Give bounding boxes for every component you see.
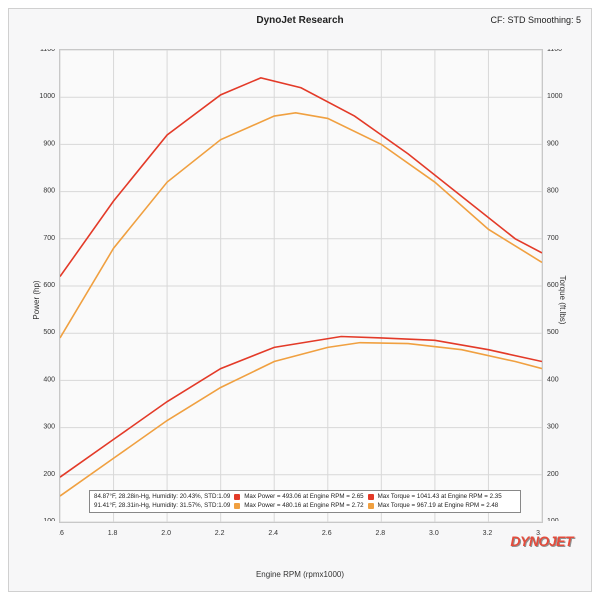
y-right-ticks: 100 200 300 400 500 600 700 800 900 1000 1100 <box>545 49 571 521</box>
svg-text:200: 200 <box>43 471 55 478</box>
y-left-ticks: 100 200 300 400 500 600 700 800 900 1000 1100 <box>31 49 57 521</box>
x-ticks: 1.6 1.8 2.0 2.2 2.4 2.6 2.8 3.0 3.2 3.4 <box>59 525 541 539</box>
legend-swatch-power-0 <box>234 494 240 500</box>
svg-text:800: 800 <box>547 188 559 195</box>
svg-text:100: 100 <box>547 518 559 521</box>
svg-text:200: 200 <box>547 471 559 478</box>
chart-panel: DynoJet Research CF: STD Smoothing: 5 Po… <box>8 8 592 592</box>
svg-text:3.0: 3.0 <box>429 530 439 537</box>
svg-text:400: 400 <box>43 376 55 383</box>
svg-text:800: 800 <box>43 188 55 195</box>
svg-text:700: 700 <box>547 235 559 242</box>
legend-row-1: 91.41°F, 28.31in-Hg, Humidity: 31.57%, S… <box>94 502 516 510</box>
svg-text:500: 500 <box>43 329 55 336</box>
legend-torque-0: Max Torque = 1041.43 at Engine RPM = 2.3… <box>378 493 502 501</box>
svg-text:900: 900 <box>43 140 55 147</box>
legend-swatch-torque-0 <box>368 494 374 500</box>
legend-power-0: Max Power = 493.06 at Engine RPM = 2.65 <box>244 493 363 501</box>
legend-swatch-power-1 <box>234 503 240 509</box>
svg-text:2.8: 2.8 <box>375 530 385 537</box>
legend-conditions-0: 84.87°F, 28.28in-Hg, Humidity: 20.43%, S… <box>94 493 230 501</box>
svg-text:2.2: 2.2 <box>215 530 225 537</box>
page-container: DynoJet Research CF: STD Smoothing: 5 Po… <box>0 0 600 600</box>
svg-text:700: 700 <box>43 235 55 242</box>
svg-text:1.6: 1.6 <box>59 530 64 537</box>
legend-box: 84.87°F, 28.28in-Hg, Humidity: 20.43%, S… <box>89 490 521 513</box>
legend-torque-1: Max Torque = 967.19 at Engine RPM = 2.48 <box>378 502 499 510</box>
legend-swatch-torque-1 <box>368 503 374 509</box>
chart-subtitle-right: CF: STD Smoothing: 5 <box>490 15 581 25</box>
svg-text:3.4: 3.4 <box>536 530 541 537</box>
svg-text:2.4: 2.4 <box>268 530 278 537</box>
svg-text:100: 100 <box>43 518 55 521</box>
legend-row-0: 84.87°F, 28.28in-Hg, Humidity: 20.43%, S… <box>94 493 516 501</box>
svg-text:600: 600 <box>547 282 559 289</box>
plot-svg <box>60 50 542 522</box>
svg-text:2.6: 2.6 <box>322 530 332 537</box>
svg-text:400: 400 <box>547 376 559 383</box>
svg-text:1.8: 1.8 <box>108 530 118 537</box>
svg-text:2.0: 2.0 <box>161 530 171 537</box>
svg-text:500: 500 <box>547 329 559 336</box>
svg-text:1100: 1100 <box>40 49 55 53</box>
legend-power-1: Max Power = 480.16 at Engine RPM = 2.72 <box>244 502 363 510</box>
svg-text:600: 600 <box>43 282 55 289</box>
svg-text:1100: 1100 <box>547 49 562 53</box>
svg-text:900: 900 <box>547 140 559 147</box>
svg-text:3.2: 3.2 <box>483 530 493 537</box>
svg-text:300: 300 <box>547 424 559 431</box>
svg-text:1000: 1000 <box>547 93 563 100</box>
plot-area <box>59 49 543 523</box>
svg-text:300: 300 <box>43 424 55 431</box>
svg-text:1000: 1000 <box>39 93 55 100</box>
legend-conditions-1: 91.41°F, 28.31in-Hg, Humidity: 31.57%, S… <box>94 502 230 510</box>
x-axis-label: Engine RPM (rpmx1000) <box>9 570 591 579</box>
